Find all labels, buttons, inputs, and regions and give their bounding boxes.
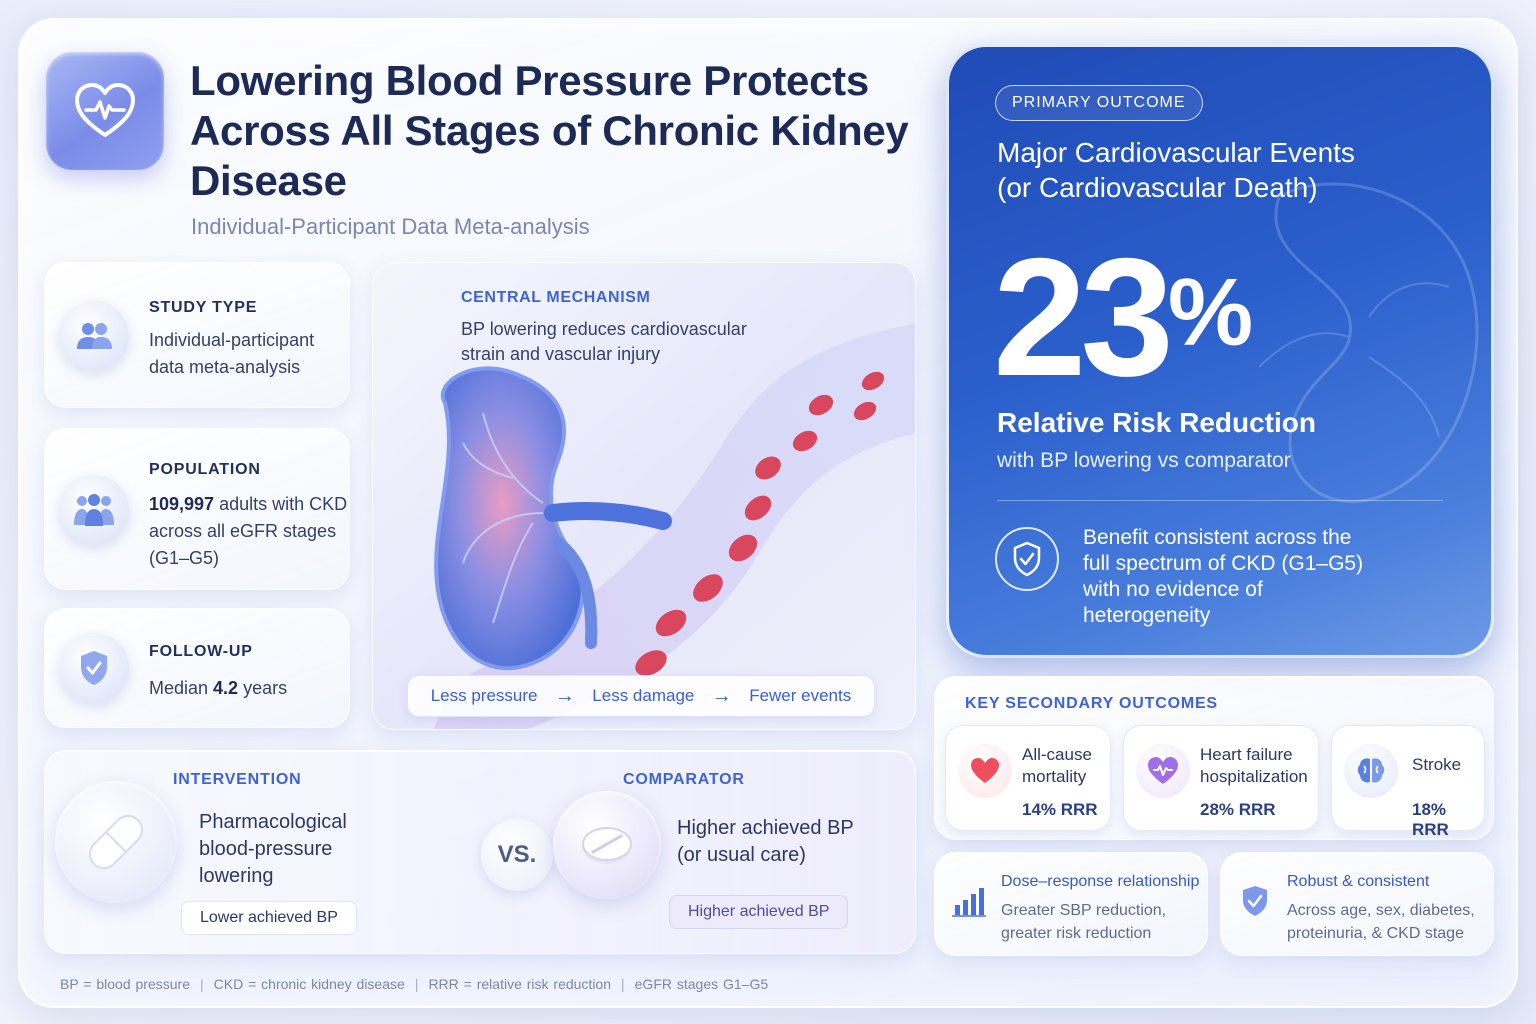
capsule-icon <box>55 781 177 903</box>
vs-badge: VS. <box>481 819 553 891</box>
secondary-outcomes-card: KEY SECONDARY OUTCOMES All-cause mortalit… <box>934 676 1494 840</box>
kidney-watermark-icon <box>1258 182 1479 503</box>
flow-step-damage: Less damage <box>592 686 695 705</box>
primary-outcome-heading: Major Cardiovascular Events (or Cardiovas… <box>997 137 1355 203</box>
secondary-item-stroke: Stroke 18% RRR <box>1331 725 1485 839</box>
heart-pulse-logo-icon <box>46 52 164 170</box>
dose-response-card: Dose–response relationship Greater SBP r… <box>934 852 1208 956</box>
study-type-value: Individual-participant data meta-analysis <box>149 330 315 377</box>
secondary-name: All-cause mortality <box>1022 745 1092 786</box>
secondary-name: Heart failure hospitalization <box>1200 745 1308 786</box>
population-card: POPULATION 109,997 adults with CKD acros… <box>44 428 350 590</box>
arrow-right-icon: → <box>711 684 732 707</box>
flow-step-pressure: Less pressure <box>430 686 538 705</box>
consistency-statement: Benefit consistent across the full spect… <box>1083 526 1364 627</box>
dose-response-title: Dose–response relationship <box>1001 873 1200 890</box>
intervention-label: INTERVENTION <box>173 771 302 788</box>
primary-outcome-metric-sub: with BP lowering vs comparator <box>997 449 1291 472</box>
kidney-vessel-illustration <box>373 263 915 729</box>
mechanism-description: BP lowering reduces cardiovascular strai… <box>461 319 747 364</box>
heart-icon <box>958 744 1012 798</box>
shield-check-icon <box>1233 879 1277 923</box>
mechanism-card: CENTRAL MECHANISM BP lowering reduces ca… <box>372 262 916 730</box>
shield-check-icon <box>995 527 1059 591</box>
primary-outcome-card: PRIMARY OUTCOME Major Cardiovascular Eve… <box>946 44 1494 658</box>
footer-abbreviations: BP = blood pressure | CKD = chronic kidney… <box>60 976 769 992</box>
robust-card: Robust & consistent Across age, sex, dia… <box>1220 852 1494 956</box>
secondary-item-heart-failure: Heart failure hospitalization 28% RRR <box>1123 725 1319 831</box>
primary-outcome-pill: PRIMARY OUTCOME <box>995 85 1203 121</box>
bar-chart-icon <box>947 879 991 923</box>
intervention-comparator-card: INTERVENTION Pharmacological blood-pressu… <box>44 750 916 954</box>
secondary-item-mortality: All-cause mortality 14% RRR <box>945 725 1111 831</box>
robust-description: Across age, sex, diabetes, proteinuria, &… <box>1287 902 1475 942</box>
study-type-card: STUDY TYPE Individual-participant data me… <box>44 262 350 408</box>
mechanism-flow: Less pressure → Less damage → Fewer even… <box>407 675 875 717</box>
flow-step-events: Fewer events <box>749 686 852 705</box>
brain-icon <box>1344 744 1398 798</box>
followup-label: FOLLOW-UP <box>149 643 253 660</box>
shield-check-icon <box>59 633 129 703</box>
people-icon <box>59 301 129 371</box>
arrow-right-icon: → <box>554 684 575 707</box>
secondary-name: Stroke <box>1412 755 1462 774</box>
comparator-tag: Higher achieved BP <box>669 895 849 929</box>
mechanism-label: CENTRAL MECHANISM <box>461 289 651 306</box>
page-title: Lowering Blood Pressure Protects Across … <box>190 57 909 204</box>
intervention-tag: Lower achieved BP <box>181 901 357 935</box>
heart-pulse-icon <box>1136 744 1190 798</box>
primary-divider <box>997 500 1443 501</box>
primary-outcome-metric: Relative Risk Reduction <box>997 407 1316 438</box>
group-icon <box>59 475 129 545</box>
tablet-icon <box>553 791 661 899</box>
dose-response-description: Greater SBP reduction, greater risk reduc… <box>1001 902 1167 942</box>
robust-title: Robust & consistent <box>1287 873 1430 890</box>
secondary-outcomes-label: KEY SECONDARY OUTCOMES <box>965 695 1218 712</box>
page-subtitle: Individual-Participant Data Meta-analysi… <box>191 214 590 239</box>
secondary-value: 14% RRR <box>1022 800 1098 819</box>
followup-card: FOLLOW-UP Median 4.2 years <box>44 608 350 728</box>
followup-value: Median 4.2 years <box>149 678 288 698</box>
secondary-value: 28% RRR <box>1200 800 1276 819</box>
population-value: 109,997 adults with CKD across all eGFR … <box>149 494 348 568</box>
comparator-description: Higher achieved BP (or usual care) <box>677 817 854 866</box>
primary-outcome-value: 23% <box>993 223 1254 411</box>
intervention-description: Pharmacological blood-pressure lowering <box>199 811 347 887</box>
study-type-label: STUDY TYPE <box>149 299 258 316</box>
secondary-value: 18% RRR <box>1412 800 1449 839</box>
comparator-label: COMPARATOR <box>623 771 745 788</box>
population-label: POPULATION <box>149 461 261 478</box>
